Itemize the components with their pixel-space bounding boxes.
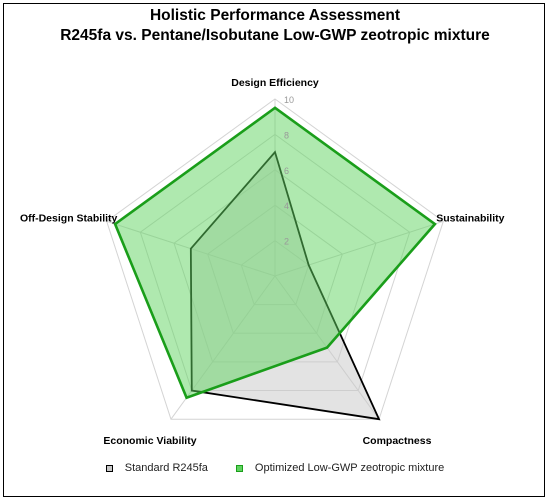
axis-label-1: Sustainability: [436, 212, 504, 224]
legend-item-r245fa: Standard R245fa: [105, 462, 208, 474]
grid-ring-10: [106, 98, 444, 420]
legend-swatch-r245fa: [105, 464, 113, 472]
series-area-1: [113, 106, 437, 400]
chart-title: Holistic Performance Assessment: [149, 7, 401, 24]
tick-label-10: 10: [284, 95, 294, 105]
legend-label-r245fa: Standard R245fa: [124, 462, 208, 474]
legend-label-low-gwp: Optimized Low-GWP zeotropic mixture: [254, 462, 445, 474]
tick-label-2: 2: [284, 237, 289, 247]
axis-label-3: Economic Viability: [103, 435, 196, 447]
axis-label-2: Compactness: [363, 435, 432, 447]
legend-item-low-gwp: Optimized Low-GWP zeotropic mixture: [235, 462, 445, 474]
radar-axis-labels: Design Efficiency Sustainability Compactne…: [20, 77, 505, 447]
axis-label-0: Design Efficiency: [231, 77, 319, 89]
axis-label-4: Off-Design Stability: [20, 212, 118, 224]
tick-label-4: 4: [284, 201, 289, 211]
radar-tick-labels: 2 4 6 8 10: [284, 95, 294, 247]
legend-swatch-low-gwp: [235, 464, 243, 472]
chart-subtitle: R245fa vs. Pentane/Isobutane Low-GWP zeo…: [60, 27, 490, 44]
tick-label-6: 6: [284, 166, 289, 176]
radar-series-layer: [113, 106, 437, 421]
tick-label-8: 8: [284, 130, 289, 140]
chart-legend: Standard R245fa Optimized Low-GWP zeotro…: [0, 458, 550, 478]
